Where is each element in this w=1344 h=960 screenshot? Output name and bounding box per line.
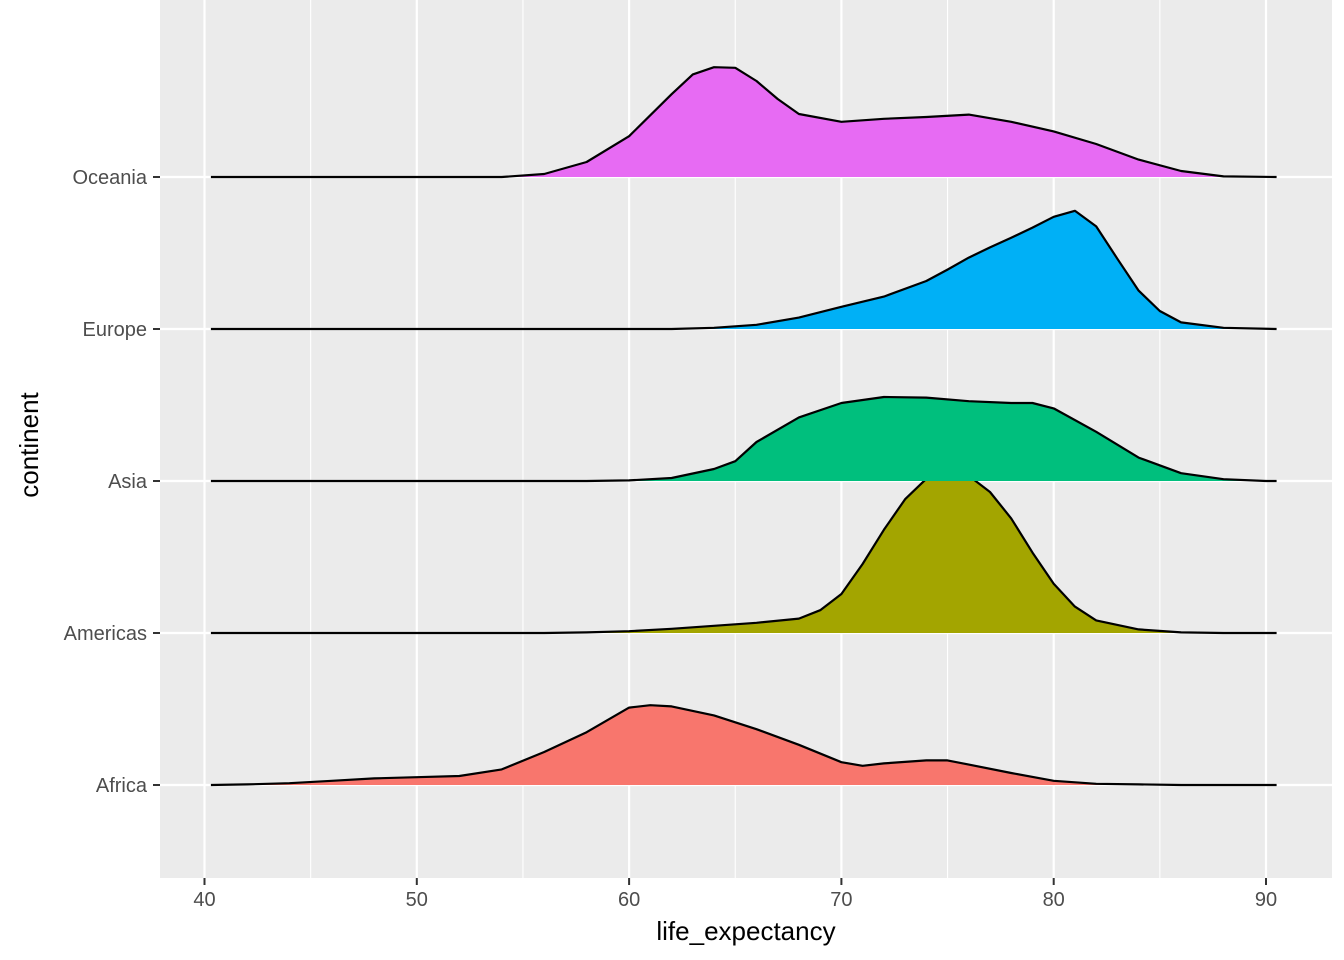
ridge-fill-asia (210, 397, 1277, 481)
ridge-europe (210, 209, 1277, 331)
x-tick-label: 80 (1043, 889, 1065, 911)
x-tick-label: 50 (406, 889, 428, 911)
ridge-outline-asia (210, 395, 1277, 483)
y-tick-label: Asia (108, 471, 148, 493)
x-tick-label: 40 (193, 889, 215, 911)
y-tick-label: Africa (96, 775, 148, 797)
ridge-outline-americas (210, 470, 1277, 635)
ridge-outline-oceania (210, 66, 1277, 179)
ridge-outline-africa (210, 704, 1277, 787)
x-tick-label: 90 (1255, 889, 1277, 911)
ridge-africa (210, 704, 1277, 787)
y-tick-label: Oceania (73, 167, 148, 189)
y-tick-label: Americas (64, 623, 147, 645)
x-axis: 40 50 60 70 80 90 (193, 878, 1277, 911)
x-tick-label: 70 (830, 889, 852, 911)
density-ridges (210, 66, 1277, 787)
ridge-fill-africa (210, 705, 1277, 785)
ridge-fill-europe (210, 210, 1277, 329)
ridge-oceania (210, 66, 1277, 179)
ridge-fill-oceania (210, 67, 1277, 177)
ridge-americas (210, 470, 1277, 635)
y-tick-label: Europe (83, 319, 148, 341)
ridge-asia (210, 395, 1277, 483)
ridge-fill-americas (210, 471, 1277, 633)
y-axis: Africa Americas Asia Europe Oceania (64, 167, 160, 797)
x-tick-label: 60 (618, 889, 640, 911)
x-axis-title: life_expectancy (656, 916, 835, 946)
y-axis-title: continent (14, 391, 44, 497)
ridge-outline-europe (210, 209, 1277, 331)
